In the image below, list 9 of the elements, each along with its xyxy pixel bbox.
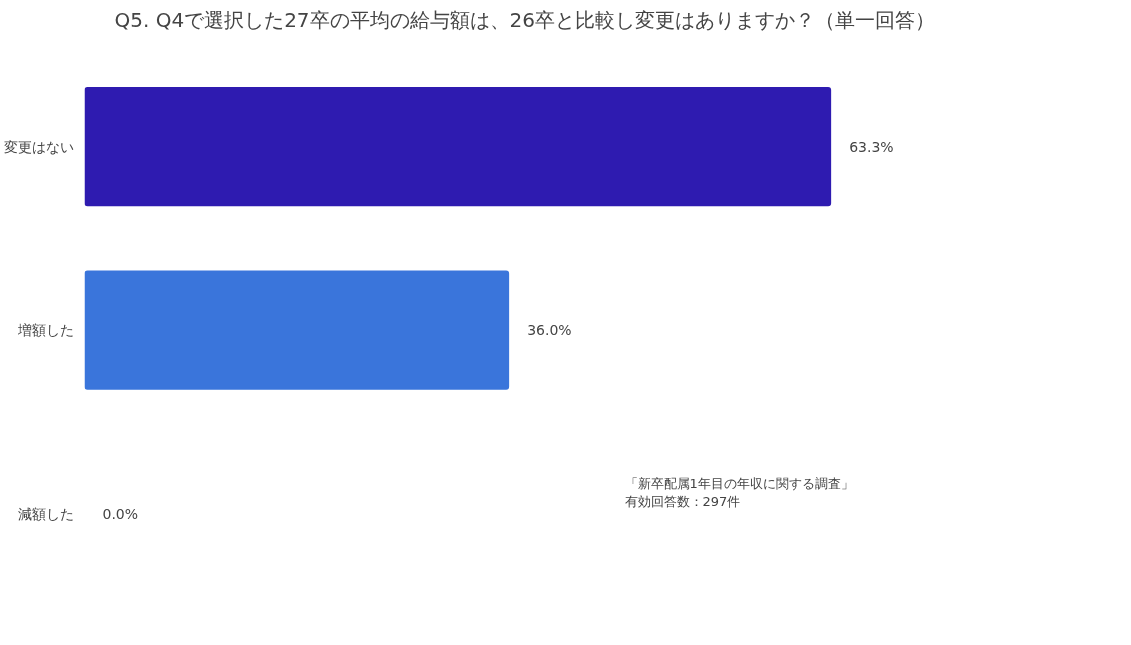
- data-label: 63.3%: [849, 138, 894, 155]
- y-tick-label: 増額した: [16, 322, 74, 339]
- annotation: 「新卒配属1年目の年収に関する調査」: [624, 475, 854, 491]
- y-tick-label: 変更はない: [3, 138, 74, 155]
- data-label: 0.0%: [102, 505, 139, 522]
- chart-title: Q5. Q4で選択した27卒の平均の給与額は、26卒と比較し変更はありますか？（単一回答）: [114, 7, 936, 32]
- data-label: 36.0%: [527, 322, 572, 339]
- y-tick-label: 減額した: [17, 505, 74, 522]
- annotation: 有効回答数：297件: [624, 493, 741, 509]
